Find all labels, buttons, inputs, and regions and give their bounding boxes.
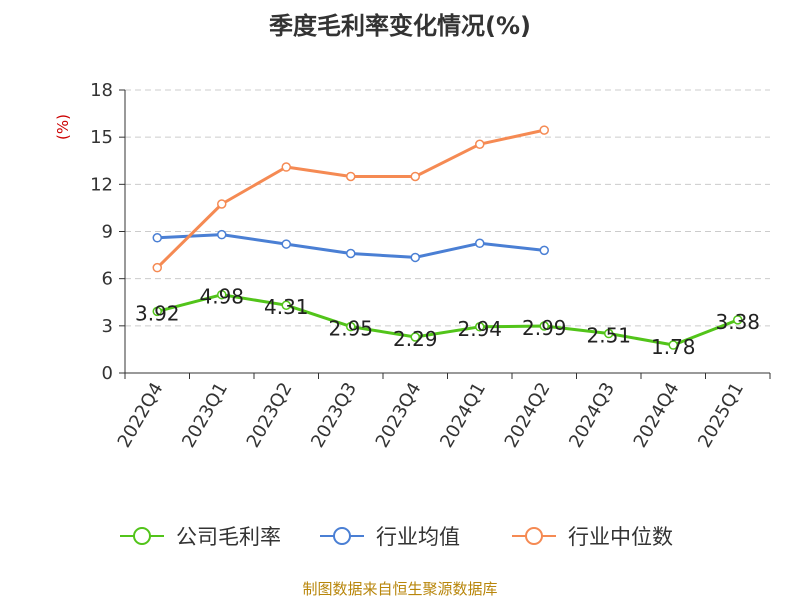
- data-label: 2.99: [522, 316, 567, 340]
- data-point: [475, 139, 485, 149]
- data-point: [475, 322, 485, 332]
- data-point: [152, 233, 162, 243]
- data-labels: 3.92 4.98 4.31 2.95 2.29 2.94 2.99 2.51 1.78 3.38: [135, 285, 760, 359]
- legend-marker: [525, 527, 543, 545]
- data-label: 3.38: [715, 310, 760, 334]
- data-label: 2.29: [393, 327, 438, 351]
- data-point: [346, 171, 356, 182]
- data-point: [346, 248, 356, 259]
- data-point: [410, 252, 420, 263]
- y-tick-label: 3: [102, 316, 113, 337]
- data-label: 4.98: [199, 285, 244, 309]
- x-tick-label: 2024Q3: [565, 379, 619, 451]
- x-tick-label: 2023Q2: [243, 379, 297, 451]
- data-point: [604, 328, 614, 339]
- data-point: [539, 321, 549, 331]
- y-tick-label: 9: [102, 222, 113, 243]
- legend: 公司毛利率 行业均值 行业中位数: [120, 525, 673, 549]
- data-point: [539, 125, 549, 135]
- data-point: [217, 289, 227, 300]
- legend-marker: [133, 527, 151, 545]
- series-line: [156, 128, 545, 269]
- data-point: [152, 262, 162, 273]
- legend-marker: [333, 527, 351, 545]
- data-point: [217, 199, 227, 209]
- y-tick-label: 6: [102, 269, 113, 290]
- data-label: 2.95: [328, 317, 373, 341]
- y-axis-label: (%): [54, 114, 72, 140]
- data-point: [410, 332, 420, 342]
- data-label: 2.51: [586, 324, 631, 348]
- legend-label: 行业均值: [376, 525, 460, 549]
- series-line: [156, 293, 739, 347]
- x-tick-label: 2023Q1: [178, 379, 232, 451]
- y-tick-label: 18: [90, 80, 113, 101]
- x-tick-label: 2023Q3: [307, 379, 361, 451]
- data-point: [668, 340, 678, 350]
- legend-label: 行业中位数: [568, 525, 673, 549]
- data-label: 3.92: [135, 301, 180, 325]
- x-tick-label: 2025Q1: [694, 379, 748, 451]
- data-point: [281, 239, 291, 249]
- data-point: [281, 162, 291, 172]
- x-tick-label: 2022Q4: [114, 379, 168, 451]
- data-label: 1.78: [651, 335, 696, 359]
- data-point: [475, 238, 485, 249]
- source-note: 制图数据来自恒生聚源数据库: [302, 580, 498, 598]
- data-point: [152, 306, 162, 317]
- x-tick-label: 2024Q2: [501, 379, 555, 451]
- data-point: [346, 321, 356, 332]
- data-label: 4.31: [264, 295, 309, 319]
- data-label: 2.94: [457, 317, 502, 341]
- x-tick-label: 2023Q4: [372, 379, 426, 451]
- grid-lines: [125, 89, 770, 327]
- x-tick-label: 2024Q1: [436, 379, 490, 451]
- data-point: [733, 315, 743, 325]
- chart-title: 季度毛利率变化情况(%): [269, 12, 531, 40]
- data-point: [217, 229, 227, 240]
- data-point: [281, 300, 291, 310]
- data-point: [539, 245, 549, 256]
- y-tick-label: 0: [102, 363, 113, 384]
- series-lines: [152, 125, 743, 350]
- x-tick-label: 2024Q4: [630, 379, 684, 451]
- y-tick-label: 12: [90, 174, 113, 195]
- data-point: [410, 171, 420, 182]
- legend-label: 公司毛利率: [176, 525, 281, 549]
- y-tick-label: 15: [90, 127, 113, 148]
